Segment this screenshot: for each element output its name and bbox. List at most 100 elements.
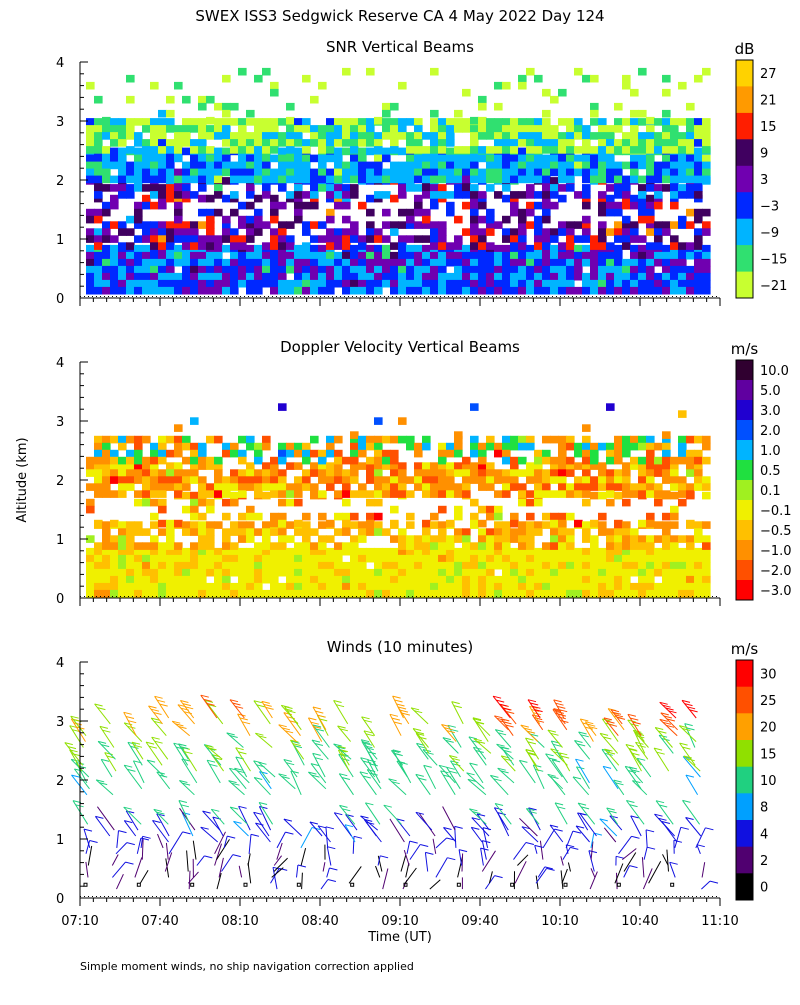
heatmap-cell: [334, 562, 343, 570]
heatmap-cell: [550, 132, 559, 140]
heatmap-cell: [86, 499, 95, 507]
heatmap-cell: [206, 176, 215, 184]
heatmap-cell: [478, 528, 487, 536]
heatmap-cell: [606, 266, 615, 274]
heatmap-cell: [174, 82, 183, 90]
heatmap-cell: [462, 569, 471, 577]
heatmap-cell: [598, 583, 607, 591]
heatmap-cell: [638, 132, 647, 140]
heatmap-cell: [438, 521, 447, 529]
heatmap-cell: [326, 235, 335, 243]
heatmap-cell: [334, 259, 343, 267]
heatmap-cell: [86, 266, 95, 274]
heatmap-cell: [534, 590, 543, 598]
heatmap-cell: [526, 169, 535, 177]
heatmap-cell: [302, 221, 311, 229]
heatmap-cell: [638, 287, 647, 295]
heatmap-cell: [534, 287, 543, 295]
heatmap-cell: [262, 162, 271, 170]
heatmap-cell: [510, 590, 519, 598]
heatmap-cell: [102, 443, 111, 451]
heatmap-cell: [350, 125, 359, 133]
heatmap-cell: [670, 184, 679, 192]
heatmap-cell: [678, 576, 687, 584]
heatmap-cell: [222, 169, 231, 177]
heatmap-cell: [550, 139, 559, 147]
heatmap-cell: [686, 542, 695, 550]
heatmap-cell: [270, 528, 279, 536]
heatmap-cell: [654, 569, 663, 577]
heatmap-cell: [654, 490, 663, 498]
heatmap-cell: [406, 235, 415, 243]
y-axis-label: Altitude (km): [15, 437, 30, 522]
heatmap-cell: [454, 490, 463, 498]
heatmap-cell: [254, 169, 263, 177]
heatmap-cell: [390, 483, 399, 491]
wind-barb: [459, 850, 462, 866]
heatmap-cell: [246, 118, 255, 126]
heatmap-cell: [406, 132, 415, 140]
heatmap-cell: [150, 273, 159, 281]
heatmap-cell: [510, 169, 519, 177]
wind-barb: [482, 851, 495, 872]
heatmap-cell: [582, 535, 591, 543]
heatmap-cell: [518, 235, 527, 243]
heatmap-cell: [182, 457, 191, 465]
wind-barb: [301, 828, 312, 848]
heatmap-cell: [438, 139, 447, 147]
heatmap-cell: [486, 513, 495, 521]
heatmap-cell: [358, 483, 367, 491]
heatmap-cell: [390, 132, 399, 140]
heatmap-cell: [566, 125, 575, 133]
heatmap-cell: [502, 273, 511, 281]
heatmap-cell: [294, 476, 303, 484]
y-tick-label: 2: [56, 774, 64, 789]
heatmap-cell: [254, 209, 263, 217]
heatmap-cell: [294, 462, 303, 470]
heatmap-cell: [662, 576, 671, 584]
heatmap-cell: [318, 287, 327, 295]
heatmap-cell: [374, 521, 383, 529]
heatmap-cell: [678, 569, 687, 577]
heatmap-cell: [374, 417, 383, 425]
heatmap-cell: [486, 443, 495, 451]
heatmap-cell: [382, 490, 391, 498]
heatmap-cell: [438, 221, 447, 229]
heatmap-cell: [486, 535, 495, 543]
heatmap-cell: [518, 490, 527, 498]
heatmap-cell: [238, 155, 247, 163]
heatmap-cell: [166, 259, 175, 267]
heatmap-cell: [422, 216, 431, 224]
heatmap-cell: [646, 169, 655, 177]
heatmap-cell: [110, 221, 119, 229]
heatmap-cell: [614, 492, 623, 500]
heatmap-cell: [502, 125, 511, 133]
heatmap-cell: [326, 273, 335, 281]
heatmap-cell: [574, 221, 583, 229]
heatmap-cell: [550, 96, 559, 104]
heatmap-cell: [462, 146, 471, 154]
heatmap-cell: [390, 562, 399, 570]
heatmap-cell: [102, 583, 111, 591]
heatmap-cell: [326, 548, 335, 556]
heatmap-cell: [470, 280, 479, 288]
heatmap-cell: [294, 450, 303, 458]
heatmap-cell: [566, 266, 575, 274]
wind-barb: [193, 841, 196, 860]
heatmap-cell: [214, 483, 223, 491]
heatmap-cell: [286, 287, 295, 295]
heatmap-cell: [222, 490, 231, 498]
heatmap-cell: [110, 476, 119, 484]
heatmap-cell: [406, 490, 415, 498]
heatmap-cell: [86, 469, 95, 477]
heatmap-cell: [478, 562, 487, 570]
heatmap-cell: [286, 221, 295, 229]
heatmap-cell: [574, 235, 583, 243]
heatmap-cell: [582, 216, 591, 224]
heatmap-cell: [222, 118, 231, 126]
heatmap-cell: [686, 483, 695, 491]
heatmap-cell: [222, 562, 231, 570]
heatmap-cell: [230, 492, 239, 500]
heatmap-cell: [638, 590, 647, 598]
heatmap-cell: [214, 457, 223, 465]
